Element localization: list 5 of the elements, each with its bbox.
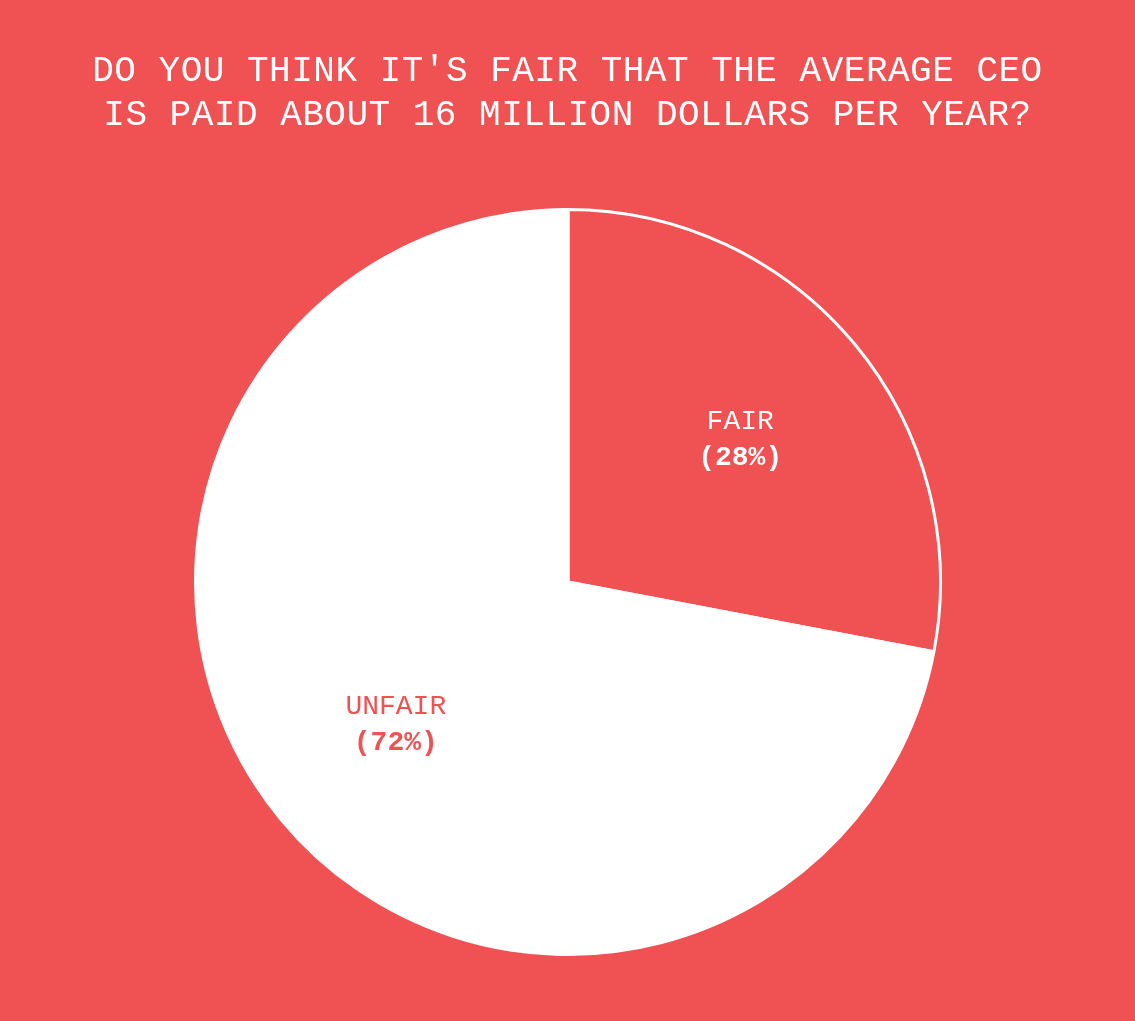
chart-title: DO YOU THINK IT'S FAIR THAT THE AVERAGE CEO IS PAID ABOUT 16 MILLION DOLLARS PER YEAR? bbox=[91, 50, 1044, 138]
slice-label: UNFAIR bbox=[345, 690, 447, 722]
slice-label: FAIR bbox=[706, 405, 775, 437]
data-label: (72%) bbox=[353, 726, 438, 758]
data-label: (28%) bbox=[698, 441, 783, 473]
